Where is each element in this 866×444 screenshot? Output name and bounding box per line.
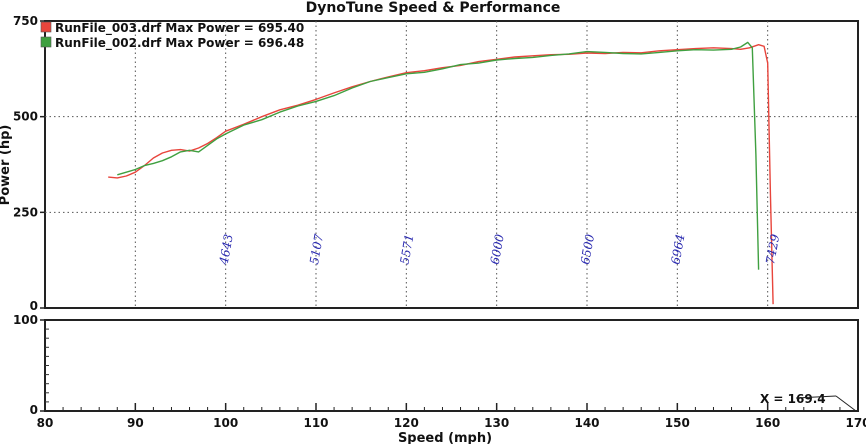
lower-panel: 0 100 xyxy=(13,313,859,417)
rpm-annotation: 6500 xyxy=(578,233,597,266)
rpm-annotation: 5571 xyxy=(397,233,416,266)
lower-panel-minor-ticks xyxy=(45,328,49,403)
y-tick-label: 100 xyxy=(13,313,38,327)
power-panel-frame xyxy=(44,20,859,309)
y-tick-label: 0 xyxy=(30,299,38,313)
rpm-annotation: 7429 xyxy=(763,233,782,266)
x-tick-label: 160 xyxy=(755,416,780,430)
y-tick-label: 0 xyxy=(30,403,38,417)
x-tick-label: 80 xyxy=(37,416,54,430)
rpm-annotations: 4643 5107 5571 6000 6500 6964 7429 xyxy=(217,233,783,267)
x-tick-label: 120 xyxy=(394,416,419,430)
legend-swatch-runfile-002 xyxy=(40,36,52,48)
power-y-ticks: 0 250 500 750 xyxy=(13,14,45,313)
x-tick-label: 100 xyxy=(213,416,238,430)
x-tick-label: 140 xyxy=(574,416,599,430)
cursor-leader-line xyxy=(795,395,837,399)
legend-entry-runfile-002: RunFile_002.drf Max Power = 696.48 xyxy=(55,36,304,51)
cursor-readout-text: X = 169.4 xyxy=(760,392,826,406)
x-tick-label: 130 xyxy=(484,416,509,430)
series-line-runfile-003-drf xyxy=(108,44,774,305)
rpm-annotation: 4643 xyxy=(217,233,236,267)
lower-panel-frame xyxy=(44,319,859,412)
cursor-diagonal-line xyxy=(835,395,857,412)
y-tick-label: 750 xyxy=(13,14,38,28)
chart-title: DynoTune Speed & Performance xyxy=(306,0,561,16)
cursor-readout: X = 169.4 xyxy=(760,392,857,412)
y-tick-label: 250 xyxy=(13,205,38,219)
series-line-runfile-002-drf xyxy=(117,41,760,270)
rpm-annotation: 6964 xyxy=(668,233,687,266)
rpm-annotation: 5107 xyxy=(307,233,326,266)
power-panel-grid xyxy=(45,21,858,308)
x-tick-label: 150 xyxy=(665,416,690,430)
y-tick-label: 500 xyxy=(13,110,38,124)
power-panel: 0 250 500 750 4643 5107 5571 6000 6500 6964 7429 xyxy=(13,14,859,313)
lower-y-ticks: 0 100 xyxy=(13,313,45,417)
x-tick-label: 90 xyxy=(127,416,144,430)
legend-entry-runfile-003: RunFile_003.drf Max Power = 695.40 xyxy=(55,21,304,36)
x-axis-label: Speed (mph) xyxy=(398,431,492,444)
legend-swatch-runfile-003 xyxy=(40,21,52,33)
x-axis: 80 90 100 110 120 130 140 150 160 170 xyxy=(37,403,866,430)
y-axis-label: Power (hp) xyxy=(0,125,13,206)
rpm-annotation: 6000 xyxy=(488,233,507,266)
power-series xyxy=(108,41,774,305)
legend: RunFile_003.drf Max Power = 695.40 RunFi… xyxy=(40,21,304,51)
x-tick-label: 110 xyxy=(303,416,328,430)
x-tick-label: 170 xyxy=(845,416,866,430)
